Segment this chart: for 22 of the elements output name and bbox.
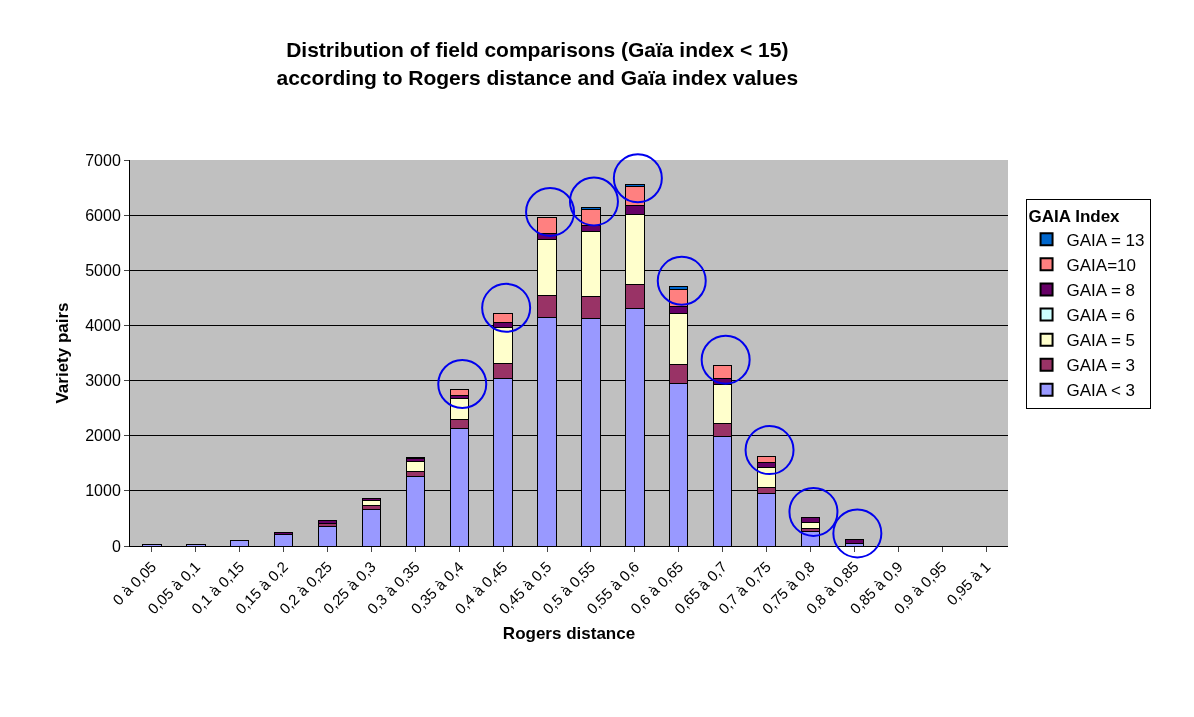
legend-label: GAIA=10 xyxy=(1066,255,1137,275)
chart-title: Distribution of field comparisons (Gaïa index < 15) according to Rogers distance and Gaïa index values xyxy=(276,38,799,89)
legend-title: GAIA Index xyxy=(1028,206,1121,226)
legend-label: GAIA = 13 xyxy=(1066,230,1145,250)
y-tick-label: 0 xyxy=(111,537,121,555)
legend-label: GAIA = 5 xyxy=(1066,331,1136,351)
bar xyxy=(844,538,865,544)
y-tick-label: 6000 xyxy=(85,206,121,224)
x-axis-title: Rogers distance xyxy=(502,623,636,643)
legend-label: GAIA < 3 xyxy=(1066,381,1136,401)
legend-label: GAIA = 8 xyxy=(1066,281,1136,301)
y-tick-label: 4000 xyxy=(85,317,121,335)
y-tick-label: 2000 xyxy=(85,427,121,445)
y-tick-label: 7000 xyxy=(85,151,121,169)
legend-label: GAIA = 6 xyxy=(1066,306,1136,326)
y-tick-label: 1000 xyxy=(85,482,121,500)
bar xyxy=(405,461,426,473)
legend-label: GAIA = 3 xyxy=(1066,356,1136,376)
y-axis-title: Variety pairs xyxy=(52,302,72,404)
y-tick-label: 5000 xyxy=(85,261,121,279)
y-tick-label: 3000 xyxy=(85,372,121,390)
bar xyxy=(449,389,469,396)
